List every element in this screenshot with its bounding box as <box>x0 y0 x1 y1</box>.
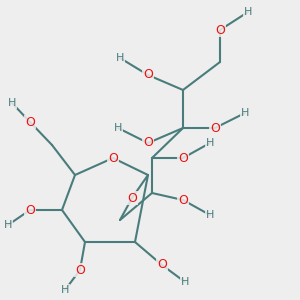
Text: O: O <box>215 23 225 37</box>
Text: H: H <box>206 210 214 220</box>
Text: H: H <box>181 277 189 287</box>
Text: O: O <box>143 136 153 149</box>
Text: O: O <box>210 122 220 134</box>
Text: H: H <box>8 98 16 108</box>
Text: H: H <box>114 123 122 133</box>
Text: O: O <box>157 259 167 272</box>
Text: H: H <box>61 285 69 295</box>
Text: H: H <box>241 108 249 118</box>
Text: O: O <box>178 194 188 206</box>
Text: H: H <box>4 220 12 230</box>
Text: O: O <box>143 68 153 82</box>
Text: O: O <box>25 203 35 217</box>
Text: H: H <box>206 138 214 148</box>
Text: O: O <box>178 152 188 164</box>
Text: H: H <box>116 53 124 63</box>
Text: O: O <box>25 116 35 128</box>
Text: H: H <box>244 7 252 17</box>
Text: O: O <box>127 191 137 205</box>
Text: O: O <box>75 263 85 277</box>
Text: O: O <box>108 152 118 164</box>
